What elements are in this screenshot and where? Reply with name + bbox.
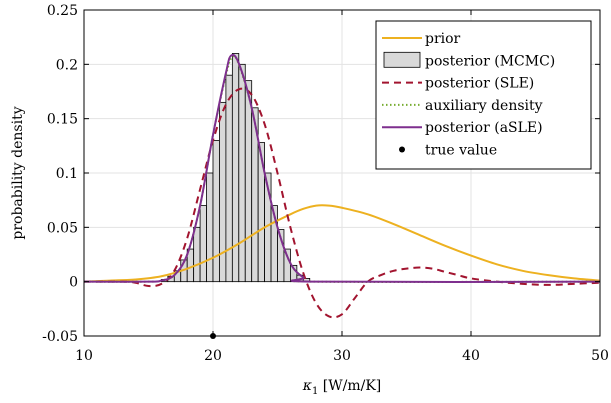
legend-label: auxiliary density xyxy=(425,98,543,114)
histogram-bar xyxy=(199,205,207,283)
legend: prior posterior (MCMC) posterior (SLE) auxi… xyxy=(375,20,592,170)
axis-ticks xyxy=(83,9,601,337)
x-tick-label: 40 xyxy=(462,348,480,364)
legend-item-asle: posterior (aSLE) xyxy=(382,120,543,136)
legend-label: true value xyxy=(425,143,497,159)
x-axis-label: κ1 [W/m/K] xyxy=(302,378,382,397)
y-tick-label: 0.15 xyxy=(47,112,78,128)
legend-item-mcmc: posterior (MCMC) xyxy=(383,51,555,69)
legend-label: posterior (aSLE) xyxy=(425,120,543,136)
legend-label: posterior (MCMC) xyxy=(425,53,555,69)
x-tick-label: 10 xyxy=(75,348,93,364)
x-axis-subscript: 1 xyxy=(312,386,318,397)
legend-label: posterior (SLE) xyxy=(425,76,534,92)
legend-item-aux: auxiliary density xyxy=(382,98,543,114)
histogram-bar xyxy=(193,226,201,283)
histogram-bar xyxy=(212,139,220,283)
series-posterior-asle xyxy=(83,53,601,283)
legend-item-true: true value xyxy=(399,143,497,159)
histogram-bar xyxy=(238,63,246,283)
x-axis-unit: [W/m/K] xyxy=(318,378,381,394)
histogram-bar xyxy=(244,80,253,283)
legend-item-prior: prior xyxy=(382,31,461,47)
y-axis-label: probability density xyxy=(10,106,26,239)
histogram-mcmc xyxy=(160,53,311,283)
y-tick-label: 0 xyxy=(69,275,78,291)
legend-item-sle: posterior (SLE) xyxy=(382,76,534,92)
y-tick-label: 0.1 xyxy=(56,166,78,182)
legend-swatch xyxy=(383,51,421,68)
y-tick-label: 0.2 xyxy=(56,57,78,73)
x-tick-label: 20 xyxy=(204,348,222,364)
x-tick-label: 50 xyxy=(591,348,609,364)
tick-labels: 10 20 30 40 50 -0.05 0 0.05 0.1 0.15 0.2 0.25 xyxy=(42,3,609,364)
legend-box xyxy=(375,20,592,170)
legend-swatch xyxy=(399,146,405,153)
x-axis-symbol: κ xyxy=(302,378,312,394)
histogram-bar xyxy=(206,172,214,283)
legend-label: prior xyxy=(425,31,461,47)
y-tick-label: -0.05 xyxy=(42,329,78,345)
plot-area xyxy=(83,53,601,339)
y-tick-label: 0.25 xyxy=(47,3,78,19)
x-tick-label: 30 xyxy=(333,348,351,364)
series-prior xyxy=(83,204,601,283)
series-posterior-sle xyxy=(83,87,601,319)
y-tick-label: 0.05 xyxy=(47,220,78,236)
